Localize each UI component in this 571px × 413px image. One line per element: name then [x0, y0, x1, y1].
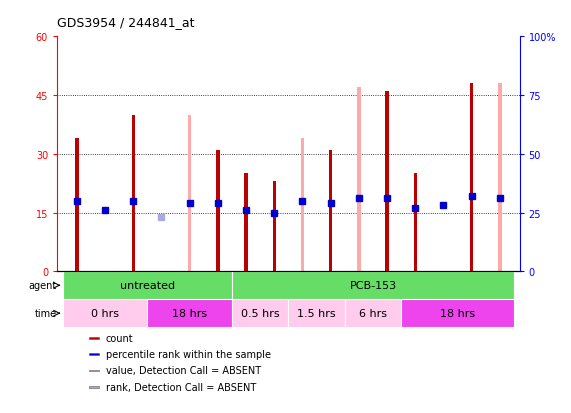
Bar — [401, 299, 514, 328]
Text: 0.5 hrs: 0.5 hrs — [241, 309, 279, 318]
Bar — [90, 370, 99, 371]
Bar — [385, 92, 389, 272]
Bar — [188, 115, 191, 272]
Text: untreated: untreated — [120, 280, 175, 291]
Text: GDS3954 / 244841_at: GDS3954 / 244841_at — [57, 16, 195, 29]
Bar — [288, 299, 345, 328]
Text: 1.5 hrs: 1.5 hrs — [297, 309, 336, 318]
Text: 0 hrs: 0 hrs — [91, 309, 119, 318]
Bar — [90, 354, 99, 355]
Text: rank, Detection Call = ABSENT: rank, Detection Call = ABSENT — [106, 382, 256, 392]
Text: 18 hrs: 18 hrs — [172, 309, 207, 318]
Text: PCB-153: PCB-153 — [349, 280, 396, 291]
Text: time: time — [34, 309, 57, 318]
Bar — [244, 174, 248, 272]
Bar — [345, 299, 401, 328]
Text: 6 hrs: 6 hrs — [359, 309, 387, 318]
Bar — [63, 299, 147, 328]
Bar — [90, 337, 99, 339]
Text: percentile rank within the sample: percentile rank within the sample — [106, 349, 271, 359]
Bar — [131, 115, 135, 272]
Bar — [232, 299, 288, 328]
Bar — [216, 150, 219, 272]
Bar — [63, 272, 232, 299]
Text: agent: agent — [29, 280, 57, 291]
Bar — [329, 150, 332, 272]
Bar — [232, 272, 514, 299]
Bar — [498, 84, 501, 272]
Bar — [357, 88, 360, 272]
Text: count: count — [106, 333, 133, 343]
Text: 18 hrs: 18 hrs — [440, 309, 475, 318]
Bar — [413, 174, 417, 272]
Bar — [301, 139, 304, 272]
Bar — [147, 299, 232, 328]
Bar — [75, 139, 79, 272]
Bar — [470, 84, 473, 272]
Text: value, Detection Call = ABSENT: value, Detection Call = ABSENT — [106, 366, 261, 375]
Bar — [272, 182, 276, 272]
Bar — [90, 386, 99, 388]
